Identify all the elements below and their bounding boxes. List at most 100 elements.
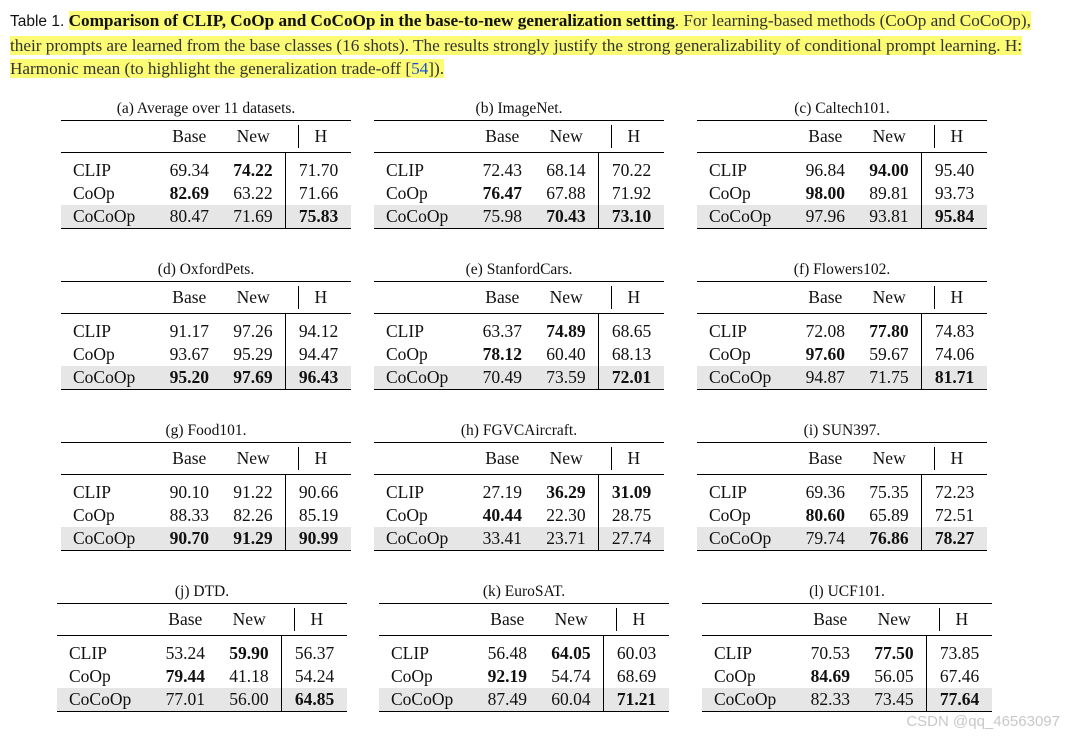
score-cell-h: 94.47 (285, 343, 351, 366)
column-header-label: H (297, 125, 340, 148)
column-header-h: H (922, 282, 987, 314)
score-cell-new: 63.22 (233, 183, 273, 203)
column-header-new: New (549, 287, 583, 307)
header-cell-method (374, 121, 471, 153)
table-row: CoOp 82.69 63.22 71.66 (61, 182, 351, 205)
column-header-h: H (604, 604, 669, 636)
results-subtable: (i) SUN397. Base New H CLIP 69.36 75.35 72.23 Co… (697, 420, 987, 551)
subtable-title: (f) Flowers102. (793, 261, 891, 278)
score-cell-base: 72.43 (482, 160, 522, 180)
column-header-new: New (554, 609, 588, 629)
score-cell-new: 41.18 (229, 666, 269, 686)
results-subtable: (c) Caltech101. Base New H CLIP 96.84 94.00 95.… (697, 98, 987, 229)
column-header-h: H (282, 604, 347, 636)
header-cell-method (61, 282, 158, 314)
header-cell-method (61, 443, 158, 475)
column-header-label: H (938, 608, 981, 631)
score-cell-h: 94.12 (285, 313, 351, 343)
header-row: Base New H (702, 604, 992, 636)
score-cell-base: 79.44 (165, 666, 205, 686)
score-cell-h: 28.75 (598, 504, 664, 527)
column-header-new: New (549, 126, 583, 146)
score-cell-base: 63.37 (482, 321, 522, 341)
table-row: CoCoOp 70.49 73.59 72.01 (374, 366, 664, 390)
method-cell: CoOp (386, 183, 428, 203)
column-header-label: H (933, 125, 976, 148)
score-cell-new: 56.05 (874, 666, 914, 686)
citation-link[interactable]: 54 (411, 59, 429, 78)
score-cell-h: 56.37 (281, 635, 347, 665)
table-row: CoOp 97.60 59.67 74.06 (697, 343, 987, 366)
method-cell: CoCoOp (374, 366, 471, 390)
column-header-label: H (610, 286, 653, 309)
column-header-label: H (933, 447, 976, 470)
results-subtable: (k) EuroSAT. Base New H CLIP 56.48 64.05 60.03 C… (379, 581, 669, 712)
table-row: CoOp 79.44 41.18 54.24 (57, 665, 347, 688)
method-cell: CoCoOp (697, 366, 794, 390)
score-cell-new: 74.89 (546, 321, 586, 341)
score-cell-base: 90.10 (169, 482, 209, 502)
results-table: Base New H CLIP 91.17 97.26 94.12 CoOp 93.67 95.2… (61, 281, 351, 390)
results-subtable: (g) Food101. Base New H CLIP 90.10 91.22 90.66 C… (61, 420, 351, 551)
score-cell-new: 54.74 (551, 666, 591, 686)
caption-text: . For learning-based methods (CoOp and C… (10, 11, 1031, 78)
table-row: CoCoOp 90.70 91.29 90.99 (61, 527, 351, 551)
header-row: Base New H (697, 121, 987, 153)
table-row: CoOp 84.69 56.05 67.46 (702, 665, 992, 688)
subtable-title: (h) FGVCAircraft. (460, 422, 578, 439)
caption-title: Comparison of CLIP, CoOp and CoCoOp in t… (68, 11, 675, 30)
results-subtable: (j) DTD. Base New H CLIP 53.24 59.90 56.37 CoOp 7… (57, 581, 347, 712)
table-row: CLIP 70.53 77.50 73.85 (702, 635, 992, 665)
method-cell: CoCoOp (61, 205, 158, 229)
method-cell: CoCoOp (57, 688, 154, 712)
column-header-new: New (872, 287, 906, 307)
table-row: CoCoOp 82.33 73.45 77.64 (702, 688, 992, 712)
score-cell-new: 59.67 (869, 344, 909, 364)
score-cell-new: 91.22 (233, 482, 273, 502)
table-row: CLIP 56.48 64.05 60.03 (379, 635, 669, 665)
score-cell-h: 78.27 (921, 527, 987, 551)
table-row: CLIP 72.08 77.80 74.83 (697, 313, 987, 343)
score-cell-h: 31.09 (598, 474, 664, 504)
column-header-base: Base (808, 126, 843, 146)
score-cell-base: 33.41 (470, 527, 534, 551)
score-cell-new: 71.69 (220, 205, 286, 229)
score-cell-base: 78.12 (482, 344, 522, 364)
header-row: Base New H (61, 121, 351, 153)
score-cell-base: 96.84 (805, 160, 845, 180)
caption-end: ]). (428, 59, 444, 78)
header-row: Base New H (697, 443, 987, 475)
column-header-base: Base (172, 287, 207, 307)
column-header-h: H (599, 282, 664, 314)
score-cell-base: 84.69 (810, 666, 850, 686)
header-cell-method (57, 604, 154, 636)
results-table: Base New H CLIP 70.53 77.50 73.85 CoOp 84.69 56.0… (702, 603, 992, 712)
header-cell-method (697, 121, 794, 153)
method-cell: CLIP (73, 321, 111, 341)
method-cell: CoCoOp (702, 688, 799, 712)
table-row: CoOp 78.12 60.40 68.13 (374, 343, 664, 366)
table-row: CLIP 69.36 75.35 72.23 (697, 474, 987, 504)
method-cell: CoCoOp (374, 527, 471, 551)
watermark: CSDN @qq_46563097 (906, 713, 1060, 730)
score-cell-base: 79.74 (793, 527, 857, 551)
method-cell: CLIP (73, 160, 111, 180)
column-header-base: Base (485, 126, 520, 146)
score-cell-h: 71.70 (285, 152, 351, 182)
header-cell-method (379, 604, 476, 636)
subtable-title: (g) Food101. (165, 422, 247, 439)
score-cell-base: 95.20 (157, 366, 221, 390)
header-cell-method (702, 604, 799, 636)
table-row: CoOp 92.19 54.74 68.69 (379, 665, 669, 688)
header-cell-method (374, 443, 471, 475)
method-cell: CoCoOp (379, 688, 476, 712)
method-cell: CLIP (714, 643, 752, 663)
method-cell: CLIP (709, 482, 747, 502)
column-header-h: H (286, 443, 351, 475)
score-cell-base: 82.33 (798, 688, 862, 712)
score-cell-new: 75.35 (869, 482, 909, 502)
score-cell-new: 68.14 (546, 160, 586, 180)
header-row: Base New H (61, 282, 351, 314)
table-row: CoCoOp 75.98 70.43 73.10 (374, 205, 664, 229)
header-row: Base New H (61, 443, 351, 475)
